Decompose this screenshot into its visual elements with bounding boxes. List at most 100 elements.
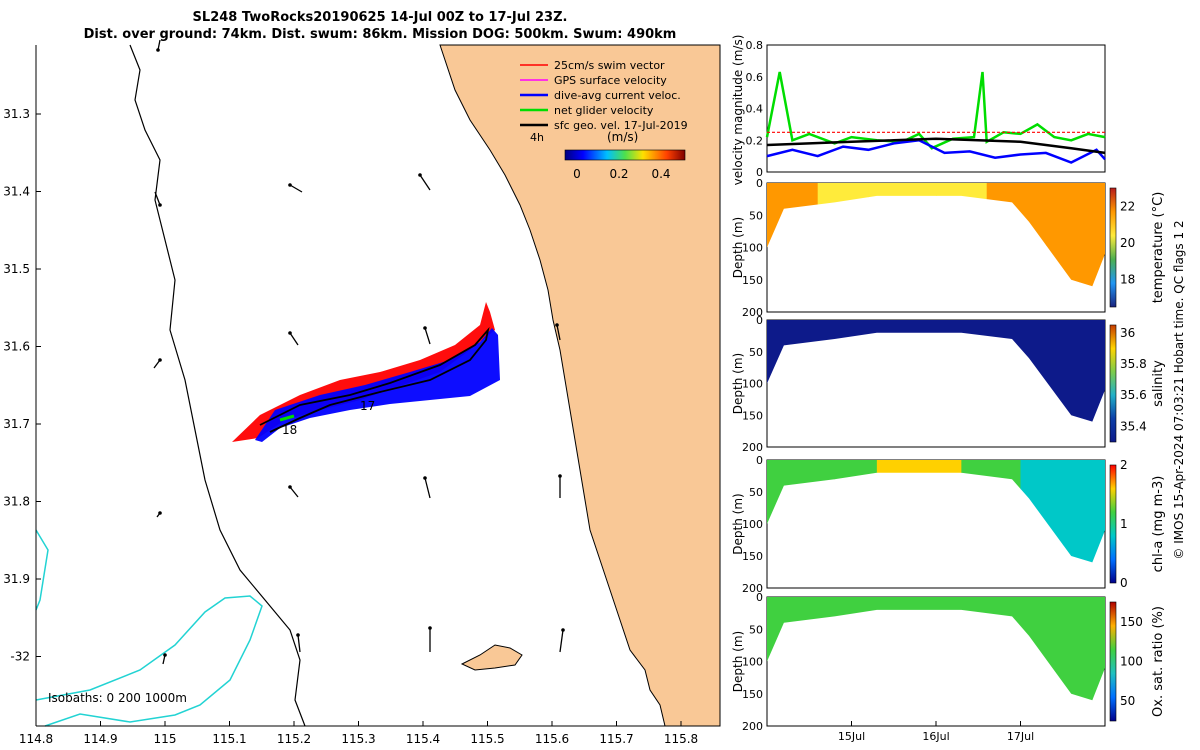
legend-label: 25cm/s swim vector — [554, 59, 665, 72]
date-tick-label: 17Jul — [1007, 730, 1034, 743]
arrow-head — [156, 48, 160, 52]
lon-tick-label: 115 — [154, 732, 177, 746]
depth-tick-label: 50 — [749, 209, 763, 222]
legend-label: sfc geo. vel. 17-Jul-2019 — [554, 119, 688, 132]
section-colorbar — [1109, 324, 1117, 443]
depth-tick-label: 200 — [742, 720, 763, 733]
arrow-head — [288, 183, 292, 187]
colorbar-tick-label: 2 — [1120, 458, 1128, 472]
geo-velocity-arrow — [559, 629, 564, 653]
geo-velocity-arrow — [289, 332, 299, 346]
velocity-ylabel: velocity magnitude (m/s) — [731, 35, 745, 186]
arrow-head — [158, 511, 162, 515]
day-label: 18 — [282, 423, 297, 437]
lon-tick-label: 114.8 — [19, 732, 53, 746]
date-tick-label: 15Jul — [838, 730, 865, 743]
section-colorbar — [1109, 601, 1117, 722]
velocity-tick-label: 0.8 — [746, 39, 764, 52]
colorbar-tick-label: 0 — [1120, 576, 1128, 590]
arrow-head — [288, 331, 292, 335]
velocity-series-line — [766, 139, 1106, 164]
time-step-label: 4h — [530, 131, 544, 144]
geo-velocity-arrow — [289, 184, 303, 193]
colorbar-tick-label: 22 — [1120, 199, 1135, 213]
colorbar-label: (m/s) — [607, 130, 638, 144]
velocity-tick-label: 0 — [756, 166, 763, 179]
depth-ylabel: Depth (m) — [731, 217, 745, 278]
legend-label: dive-avg current veloc. — [554, 89, 681, 102]
arrow-head — [288, 485, 292, 489]
geo-velocity-arrow — [297, 634, 301, 653]
lon-tick-label: 115.4 — [406, 732, 440, 746]
arrow-head — [418, 173, 422, 177]
current-vector-swath — [255, 328, 500, 442]
arrow-head — [423, 476, 427, 480]
isobath-1000m-north — [35, 529, 49, 611]
colorbar-tick-label: 0.4 — [651, 167, 670, 181]
glider-track-line — [259, 326, 490, 433]
arrow-head — [561, 628, 565, 632]
colorbar-tick-label: 18 — [1120, 273, 1135, 287]
depth-tick-label: 0 — [756, 177, 763, 190]
depth-tick-label: 0 — [756, 314, 763, 327]
date-tick-label: 16Jul — [922, 730, 949, 743]
colorbar-tick-label: 20 — [1120, 236, 1135, 250]
depth-tick-label: 200 — [742, 582, 763, 595]
plot-title-line-2: Dist. over ground: 74km. Dist. swum: 86k… — [83, 27, 677, 42]
lat-tick-label: 31.5 — [3, 262, 30, 276]
depth-tick-label: 200 — [742, 306, 763, 319]
depth-tick-label: 100 — [742, 242, 763, 255]
geo-velocity-arrow — [556, 324, 561, 341]
depth-tick-label: 150 — [742, 409, 763, 422]
depth-tick-label: 50 — [749, 623, 763, 636]
legend-label: GPS surface velocity — [554, 74, 667, 87]
depth-tick-label: 100 — [742, 656, 763, 669]
velocity-axes — [766, 44, 1106, 173]
isobaths-label: Isobaths: 0 200 1000m — [48, 691, 187, 705]
geo-velocity-arrow — [424, 327, 431, 345]
lat-tick-label: 31.9 — [3, 572, 30, 586]
depth-tick-label: 50 — [749, 486, 763, 499]
lon-tick-label: 115.5 — [470, 732, 504, 746]
arrow-head — [158, 358, 162, 362]
depth-tick-label: 100 — [742, 518, 763, 531]
arrow-head — [296, 633, 300, 637]
colorbar-tick-label: 150 — [1120, 615, 1143, 629]
lat-tick-label: 31.7 — [3, 417, 30, 431]
colorbar-title: chl-a (mg m-3) — [1151, 476, 1166, 573]
legend-label: net glider velocity — [554, 104, 654, 117]
geo-velocity-arrow — [154, 191, 161, 206]
section-segment — [1062, 460, 1105, 563]
depth-tick-label: 200 — [742, 441, 763, 454]
depth-ylabel: Depth (m) — [731, 631, 745, 692]
arrow-head — [428, 626, 432, 630]
lat-tick-label: 31.6 — [3, 340, 30, 354]
lon-tick-label: 115.2 — [277, 732, 311, 746]
arrow-head — [163, 653, 167, 657]
lon-tick-label: 115.7 — [599, 732, 633, 746]
colorbar-tick-label: 0.2 — [609, 167, 628, 181]
colorbar-title: temperature (°C) — [1151, 192, 1166, 304]
land-mass — [439, 44, 721, 727]
velocity-tick-label: 0.4 — [746, 103, 764, 116]
colorbar-tick-label: 36 — [1120, 326, 1135, 340]
velocity-tick-label: 0.6 — [746, 71, 764, 84]
depth-ylabel: Depth (m) — [731, 493, 745, 554]
arrow-head — [158, 203, 162, 207]
colorbar-tick-label: 0 — [573, 167, 581, 181]
plot-title-line-1: SL248 TwoRocks20190625 14-Jul 00Z to 17-… — [192, 10, 568, 25]
lat-tick-label: 31.8 — [3, 495, 30, 509]
depth-tick-label: 150 — [742, 274, 763, 287]
section-colorbar — [1109, 464, 1117, 584]
colorbar-title: salinity — [1151, 360, 1166, 407]
geo-velocity-arrow — [289, 486, 299, 498]
lat-tick-label: 31.4 — [3, 185, 30, 199]
velocity-tick-label: 0.2 — [746, 134, 764, 147]
net-velocity-segment — [279, 414, 295, 422]
speed-colorbar — [564, 149, 686, 161]
lon-tick-label: 115.6 — [535, 732, 569, 746]
arrow-head — [558, 474, 562, 478]
geo-velocity-arrow — [424, 477, 431, 499]
